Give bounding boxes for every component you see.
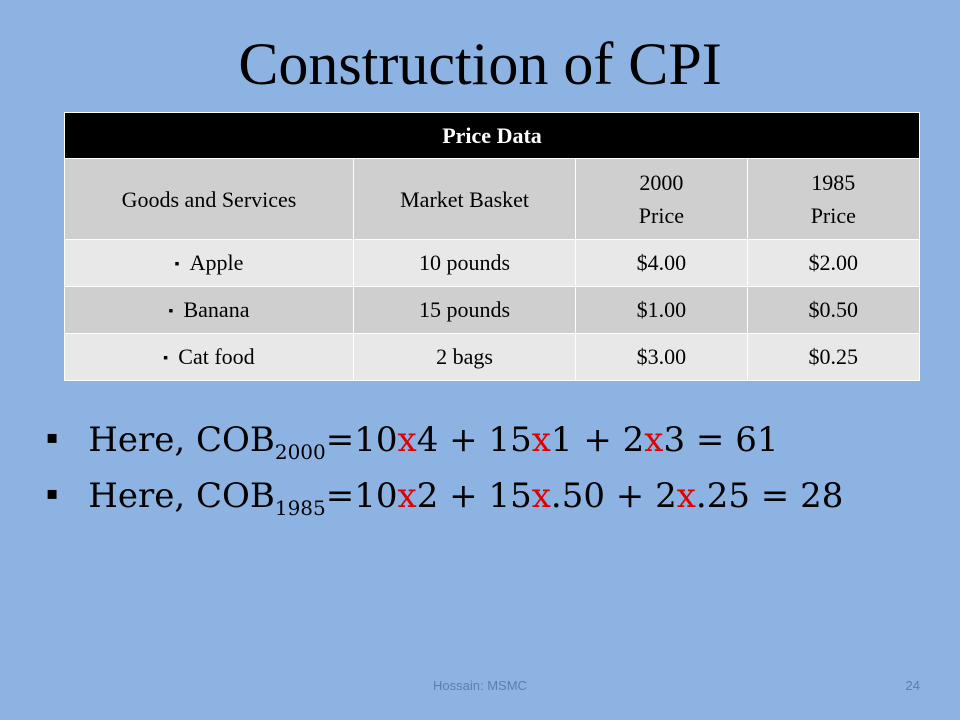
item-name: Apple [189, 250, 244, 275]
multiply-sign: x [531, 476, 551, 516]
multiply-sign: x [644, 420, 664, 460]
basket-cell: 15 pounds [352, 286, 577, 334]
cob-2000-bullet: ▪ Here, COB2000=10x4 + 15x1 + 2x3 = 61 [46, 418, 778, 474]
basket-cell: 10 pounds [352, 239, 577, 287]
item-name: Cat food [178, 344, 255, 369]
multiply-sign: x [531, 420, 551, 460]
basket-cell: 2 bags [352, 333, 577, 381]
item-cell: ▪ Cat food [64, 333, 354, 381]
price-2000-cell: $4.00 [575, 239, 748, 287]
item-name: Banana [183, 297, 250, 322]
formula-part: =10 [325, 420, 398, 460]
column-header-1985-label: Price [810, 203, 856, 228]
column-header-1985-year: 1985 [811, 170, 856, 195]
table-row: ▪ Banana 15 pounds $1.00 $0.50 [64, 286, 921, 334]
formula-part: =10 [325, 476, 398, 516]
bullet-prefix: Here, COB [88, 420, 275, 460]
table-heading-row: Price Data [64, 112, 920, 159]
column-header-row: Goods and Services Market Basket 2000 Pr… [64, 158, 921, 240]
multiply-sign: x [397, 476, 417, 516]
formula-part: .50 + 2 [550, 476, 677, 516]
price-1985-cell: $0.50 [746, 286, 921, 334]
formula-part: 4 + 15 [416, 420, 532, 460]
bullet-square-icon: ▪ [46, 427, 59, 448]
formula-part: 3 = 61 [663, 420, 779, 460]
price-2000-cell: $3.00 [575, 333, 748, 381]
table-row: ▪ Apple 10 pounds $4.00 $2.00 [64, 239, 921, 287]
bullet-subscript: 2000 [274, 439, 326, 464]
price-1985-cell: $0.25 [746, 333, 921, 381]
formula-part: .25 = 28 [695, 476, 844, 516]
multiply-sign: x [397, 420, 417, 460]
bullet-square-icon: ▪ [46, 483, 59, 504]
item-cell: ▪ Apple [64, 239, 354, 287]
bullet-square-icon: ▪ [174, 257, 180, 272]
bullet-square-icon: ▪ [168, 304, 174, 319]
price-1985-cell: $2.00 [746, 239, 921, 287]
cob-1985-bullet: ▪ Here, COB1985=10x2 + 15x.50 + 2x.25 = 2… [46, 474, 843, 530]
multiply-sign: x [676, 476, 696, 516]
column-header-basket: Market Basket [352, 158, 577, 240]
item-cell: ▪ Banana [64, 286, 354, 334]
slide-title: Construction of CPI [238, 31, 722, 97]
column-header-2000-price: 2000 Price [575, 158, 748, 240]
price-data-table: Price Data Goods and Services Market Bas… [64, 112, 921, 381]
table-heading: Price Data [64, 112, 920, 159]
page-number: 24 [905, 678, 920, 693]
table-row: ▪ Cat food 2 bags $3.00 $0.25 [64, 333, 921, 381]
bullet-subscript: 1985 [274, 495, 326, 520]
column-header-2000-label: Price [638, 203, 684, 228]
footer-author: Hossain: MSMC [433, 678, 527, 693]
column-header-2000-year: 2000 [639, 170, 684, 195]
formula-part: 1 + 2 [550, 420, 645, 460]
formula-part: 2 + 15 [416, 476, 532, 516]
bullet-prefix: Here, COB [88, 476, 275, 516]
column-header-goods: Goods and Services [64, 158, 354, 240]
price-2000-cell: $1.00 [575, 286, 748, 334]
bullet-square-icon: ▪ [163, 351, 169, 366]
column-header-1985-price: 1985 Price [746, 158, 921, 240]
